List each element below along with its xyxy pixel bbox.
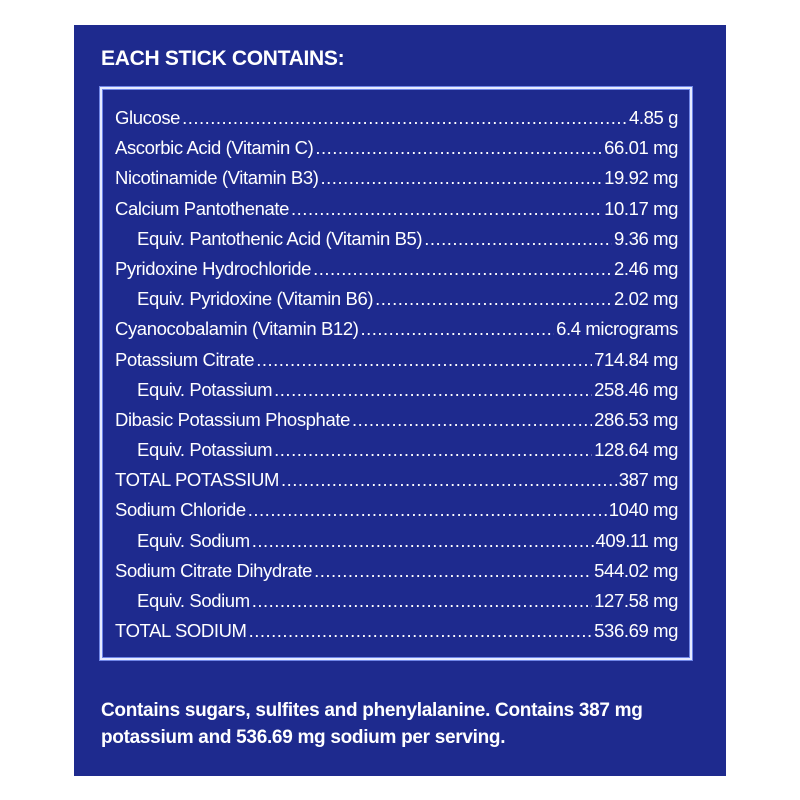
dot-leader <box>252 530 594 552</box>
ingredient-row: Potassium Citrate 714.84 mg <box>115 349 678 379</box>
ingredients-list: Glucose 4.85 g Ascorbic Acid (Vitamin C) 66… <box>115 107 678 650</box>
ingredient-name: Calcium Pantothenate <box>115 197 290 219</box>
dot-leader <box>274 379 592 401</box>
dot-leader <box>315 137 602 159</box>
ingredient-amount: 2.02 mg <box>613 288 678 310</box>
ingredient-amount: 387 mg <box>618 469 679 491</box>
ingredient-amount: 1040 mg <box>608 499 679 521</box>
ingredient-name: TOTAL SODIUM <box>115 620 247 642</box>
ingredient-name: Nicotinamide (Vitamin B3) <box>115 167 319 189</box>
ingredient-name: Glucose <box>115 107 181 128</box>
dot-leader <box>248 499 607 521</box>
ingredient-name: Potassium Citrate <box>115 348 255 370</box>
dot-leader <box>314 560 592 582</box>
ingredient-amount: 714.84 mg <box>594 348 678 370</box>
dot-leader <box>182 107 627 129</box>
dot-leader <box>360 318 554 340</box>
ingredient-amount: 128.64 mg <box>594 439 678 461</box>
ingredient-row: Equiv. Pyridoxine (Vitamin B6) 2.02 mg <box>115 288 678 318</box>
ingredient-amount: 127.58 mg <box>594 590 678 611</box>
ingredient-amount: 544.02 mg <box>594 559 678 581</box>
ingredient-name: Pyridoxine Hydrochloride <box>115 257 312 279</box>
dot-leader <box>375 288 612 310</box>
ingredient-amount: 409.11 mg <box>595 529 679 551</box>
ingredient-name: Equiv. Pyridoxine (Vitamin B6) <box>137 288 374 310</box>
ingredient-name: Sodium Citrate Dihydrate <box>115 559 313 581</box>
ingredient-row: Dibasic Potassium Phosphate 286.53 mg <box>115 409 678 439</box>
ingredients-box: Glucose 4.85 g Ascorbic Acid (Vitamin C) 66… <box>100 87 692 660</box>
ingredient-amount: 2.46 mg <box>613 257 678 279</box>
ingredient-amount: 258.46 mg <box>594 378 678 400</box>
ingredient-row: Ascorbic Acid (Vitamin C) 66.01 mg <box>115 137 678 167</box>
dot-leader <box>321 167 603 189</box>
ingredient-row: Equiv. Pantothenic Acid (Vitamin B5) 9.36… <box>115 228 678 258</box>
ingredients-panel: EACH STICK CONTAINS: Glucose 4.85 g Ascorb… <box>74 25 726 776</box>
dot-leader <box>249 620 593 642</box>
ingredient-name: Equiv. Potassium <box>137 439 273 461</box>
ingredient-row: Equiv. Sodium 127.58 mg <box>115 590 678 620</box>
dot-leader <box>352 409 592 431</box>
ingredient-row: Equiv. Sodium 409.11 mg <box>115 530 678 560</box>
ingredient-name: Cyanocobalamin (Vitamin B12) <box>115 318 359 340</box>
ingredient-amount: 66.01 mg <box>604 137 678 159</box>
ingredient-row: Calcium Pantothenate 10.17 mg <box>115 198 678 228</box>
ingredient-row: Sodium Chloride 1040 mg <box>115 499 678 529</box>
ingredient-row: Equiv. Potassium 258.46 mg <box>115 379 678 409</box>
ingredient-amount: 19.92 mg <box>604 167 678 189</box>
ingredient-amount: 286.53 mg <box>594 408 678 430</box>
ingredient-name: TOTAL POTASSIUM <box>115 469 279 491</box>
ingredient-name: Sodium Chloride <box>115 499 246 521</box>
ingredient-row: Cyanocobalamin (Vitamin B12) 6.4 microgra… <box>115 318 678 348</box>
ingredient-name: Equiv. Sodium <box>137 590 250 611</box>
ingredient-row: Nicotinamide (Vitamin B3) 19.92 mg <box>115 167 678 197</box>
ingredient-name: Equiv. Potassium <box>137 378 273 400</box>
ingredient-amount: 536.69 mg <box>594 620 678 642</box>
dot-leader <box>256 349 592 371</box>
ingredient-amount: 10.17 mg <box>604 197 678 219</box>
dot-leader <box>274 439 592 461</box>
ingredient-name: Dibasic Potassium Phosphate <box>115 408 350 430</box>
ingredient-row: TOTAL POTASSIUM 387 mg <box>115 469 678 499</box>
ingredient-row: TOTAL SODIUM 536.69 mg <box>115 620 678 650</box>
ingredient-name: Equiv. Pantothenic Acid (Vitamin B5) <box>137 227 423 249</box>
ingredient-name: Ascorbic Acid (Vitamin C) <box>115 137 314 159</box>
dot-leader <box>291 198 602 220</box>
ingredient-amount: 4.85 g <box>628 107 678 128</box>
ingredient-amount: 9.36 mg <box>613 227 678 249</box>
ingredient-row: Sodium Citrate Dihydrate 544.02 mg <box>115 560 678 590</box>
ingredient-row: Glucose 4.85 g <box>115 107 678 137</box>
ingredient-name: Equiv. Sodium <box>137 529 250 551</box>
dot-leader <box>281 469 617 491</box>
dot-leader <box>424 228 612 250</box>
heading: EACH STICK CONTAINS: <box>101 47 345 70</box>
allergen-note: Contains sugars, sulfites and phenylalan… <box>101 700 643 748</box>
ingredient-row: Equiv. Potassium 128.64 mg <box>115 439 678 469</box>
ingredient-amount: 6.4 micrograms <box>556 318 678 340</box>
ingredient-row: Pyridoxine Hydrochloride 2.46 mg <box>115 258 678 288</box>
dot-leader <box>252 590 592 612</box>
dot-leader <box>313 258 612 280</box>
